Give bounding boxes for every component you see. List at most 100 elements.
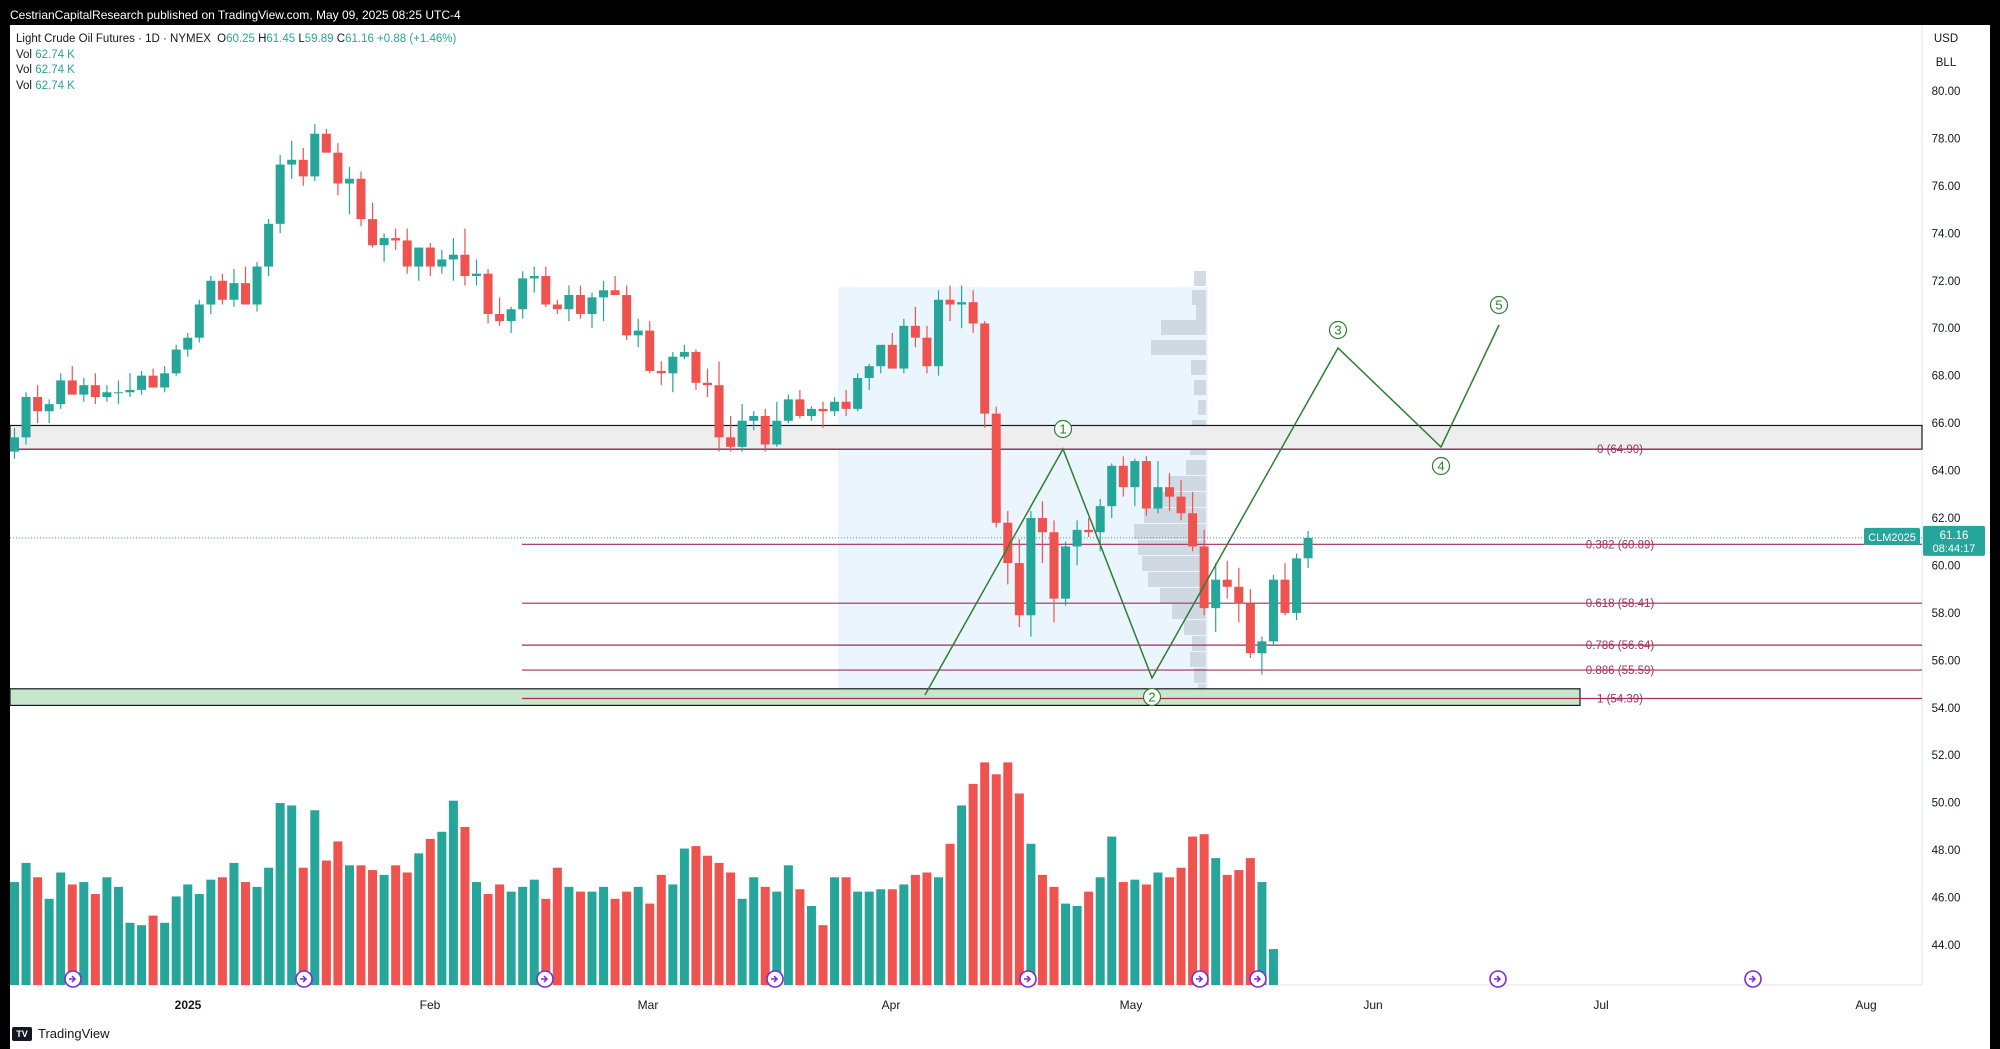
volume-bar — [1199, 834, 1209, 985]
publisher-caption: CestrianCapitalResearch published on Tra… — [10, 8, 461, 22]
volume-profile-bar — [1160, 588, 1206, 603]
volume-profile-bar — [1148, 572, 1206, 587]
vol-value: 62.74 K — [35, 48, 75, 61]
candle-body — [506, 309, 516, 322]
tradingview-icon: TV — [12, 1026, 32, 1041]
volume-bar — [691, 846, 701, 985]
low-value: 59.89 — [304, 33, 334, 45]
candle-body — [703, 382, 712, 386]
volume-bar — [321, 860, 331, 985]
candle-body — [1049, 532, 1059, 599]
x-tick-label: Aug — [1855, 998, 1876, 1012]
wave-label-3: 3 — [1334, 323, 1341, 338]
candle-body — [772, 420, 782, 445]
candle-body — [656, 370, 666, 374]
candle-body — [344, 178, 354, 184]
candle-body — [287, 159, 297, 165]
volume-profile-bar — [1190, 652, 1206, 667]
candle-body — [67, 380, 77, 395]
candle-body — [90, 385, 100, 398]
x-tick-label: 2025 — [175, 998, 202, 1012]
candle-body — [483, 273, 493, 314]
volume-bar — [1165, 877, 1174, 985]
volume-bar — [1049, 886, 1059, 985]
vol-value: 62.74 K — [35, 79, 75, 92]
candle-body — [830, 401, 840, 412]
volume-bar — [333, 841, 343, 985]
arrow-icon — [1196, 975, 1204, 983]
candle-body — [1014, 563, 1024, 616]
candle-body — [275, 164, 285, 224]
candle-body — [33, 397, 43, 412]
y-tick-label: 70.00 — [1932, 323, 1961, 335]
symbol-tag-label: CLM2025 — [1868, 532, 1916, 544]
candle-body — [21, 397, 31, 438]
candle-body — [841, 401, 851, 409]
legend-ohlc-row: Light Crude Oil Futures · 1D · NYMEX O60… — [16, 32, 456, 48]
candle-body — [679, 351, 689, 357]
high-value: 61.45 — [266, 33, 296, 45]
candle-body — [1176, 496, 1186, 514]
volume-bar — [726, 872, 736, 985]
candle-body — [79, 385, 89, 395]
brand-name: TradingView — [38, 1026, 110, 1041]
symbol-title[interactable]: Light Crude Oil Futures · 1D · NYMEX — [16, 33, 211, 45]
candle-body — [980, 323, 990, 414]
volume-legend-row[interactable]: Vol 62.74 K — [16, 79, 456, 95]
wave-label-5: 5 — [1495, 298, 1502, 313]
volume-bar — [1084, 891, 1094, 985]
candle-body — [333, 152, 343, 184]
candle-body — [853, 378, 863, 409]
vol-label: Vol — [16, 64, 32, 76]
volume-bar — [414, 853, 424, 985]
volume-bar — [772, 891, 782, 985]
candle-body — [957, 302, 967, 305]
arrow-icon — [771, 975, 779, 983]
volume-legend-row[interactable]: Vol 62.74 K — [16, 48, 456, 64]
volume-bar — [437, 831, 447, 985]
arrow-icon — [69, 975, 77, 983]
volume-bar — [656, 874, 666, 985]
volume-legend-row[interactable]: Vol 62.74 K — [16, 63, 456, 79]
volume-profile-bar — [1198, 400, 1206, 415]
volume-profile-bar — [1192, 636, 1206, 651]
volume-bar — [645, 903, 655, 985]
candle-body — [899, 325, 909, 369]
arrow-icon — [1749, 975, 1757, 983]
volume-bar — [760, 886, 770, 985]
volume-bar — [910, 874, 920, 985]
wave-label-circle — [1431, 456, 1451, 476]
vol-value: 62.74 K — [35, 64, 75, 76]
volume-bar — [703, 855, 712, 985]
candle-body — [1165, 487, 1174, 497]
volume-bar — [934, 877, 943, 985]
candle-body — [737, 420, 747, 447]
x-tick-label: Feb — [420, 998, 441, 1012]
candle-body — [148, 375, 158, 388]
volume-bar — [102, 877, 112, 985]
volume-bar — [818, 925, 828, 985]
volume-profile-bar — [1194, 380, 1206, 395]
y-tick-label: 58.00 — [1932, 608, 1961, 620]
tradingview-logo[interactable]: TV TradingView — [12, 1026, 110, 1041]
candle-body — [945, 299, 955, 305]
volume-bar — [472, 882, 481, 985]
y-tick-label: 74.00 — [1932, 228, 1961, 240]
volume-bar — [899, 884, 909, 985]
candle-body — [876, 344, 886, 367]
candle-body — [1084, 529, 1094, 533]
candle-body — [1003, 522, 1013, 564]
candle-body — [795, 399, 805, 416]
low-label: L — [298, 33, 305, 45]
volume-bar — [310, 810, 320, 985]
candle-body — [749, 415, 759, 421]
volume-bar — [10, 882, 19, 985]
candle-body — [1072, 529, 1082, 547]
candle-body — [252, 266, 262, 305]
volume-bar — [148, 915, 158, 985]
candle-body — [298, 159, 308, 177]
volume-bar — [21, 862, 31, 985]
volume-bar — [298, 867, 308, 985]
candle-body — [495, 313, 505, 322]
